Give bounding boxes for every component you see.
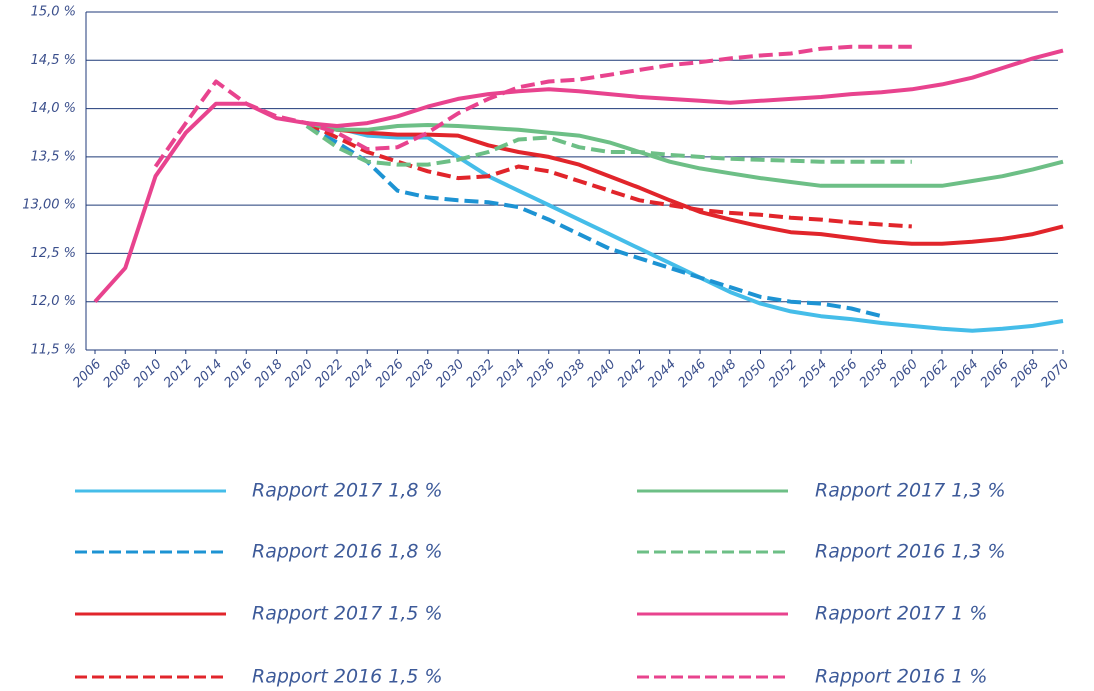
x-tick-label: 2026: [373, 357, 407, 391]
legend-label: Rapport 2017 1 %: [815, 603, 987, 625]
y-tick-label: 13,00 %: [22, 198, 76, 213]
x-tick-label: 2008: [101, 357, 135, 391]
legend-label: Rapport 2016 1,8 %: [252, 541, 443, 563]
x-tick-label: 2056: [827, 357, 861, 391]
legend-label: Rapport 2017 1,5 %: [252, 603, 443, 625]
series-line: [306, 121, 1064, 246]
x-tick-label: 2032: [464, 357, 498, 391]
y-tick-label: 12,5 %: [31, 246, 76, 261]
x-tick-label: 2058: [857, 357, 891, 391]
x-tick-label: 2044: [645, 357, 679, 391]
legend-label: Rapport 2017 1,3 %: [815, 480, 1006, 502]
x-tick-label: 2024: [343, 357, 377, 391]
series-line: [305, 124, 912, 167]
x-tick-label: 2018: [252, 357, 286, 391]
series-line: [153, 44, 912, 168]
series-line: [306, 121, 1064, 333]
x-tick-label: 2006: [70, 357, 104, 391]
legend-label: Rapport 2017 1,8 %: [252, 480, 443, 502]
x-tick-label: 2070: [1038, 357, 1072, 391]
x-tick-label: 2048: [706, 357, 740, 391]
x-tick-label: 2036: [524, 357, 558, 391]
x-tick-label: 2046: [675, 357, 709, 391]
x-tick-label: 2054: [796, 357, 830, 391]
x-tick-label: 2012: [161, 357, 195, 391]
x-tick-label: 2062: [917, 357, 951, 391]
x-tick-label: 2040: [585, 357, 619, 391]
x-tick-label: 2014: [191, 357, 225, 391]
series-line: [306, 121, 1064, 188]
y-tick-label: 15,0 %: [31, 5, 76, 20]
x-tick-label: 2066: [978, 357, 1012, 391]
x-tick-label: 2016: [222, 357, 256, 391]
legend-label: Rapport 2016 1 %: [815, 666, 987, 688]
x-tick-label: 2064: [948, 357, 982, 391]
x-tick-label: 2020: [282, 357, 316, 391]
legend-label: Rapport 2016 1,3 %: [815, 541, 1006, 563]
x-tick-label: 2030: [433, 357, 467, 391]
y-tick-label: 13,5 %: [31, 149, 76, 164]
x-tick-label: 2028: [403, 357, 437, 391]
series-line: [305, 124, 882, 319]
x-tick-label: 2068: [1008, 357, 1042, 391]
x-tick-label: 2052: [766, 357, 800, 391]
x-tick-label: 2010: [131, 357, 165, 391]
y-tick-label: 14,0 %: [31, 101, 76, 116]
y-tick-label: 14,5 %: [31, 53, 76, 68]
x-tick-label: 2042: [615, 357, 649, 391]
y-tick-label: 12,0 %: [31, 294, 76, 309]
x-tick-label: 2022: [312, 357, 346, 391]
x-tick-label: 2038: [554, 357, 588, 391]
y-tick-label: 11,5 %: [31, 343, 76, 358]
x-tick-label: 2060: [887, 357, 921, 391]
x-tick-label: 2050: [736, 357, 770, 391]
x-tick-label: 2034: [494, 357, 528, 391]
series-line: [93, 48, 1064, 304]
legend-label: Rapport 2016 1,5 %: [252, 666, 443, 688]
